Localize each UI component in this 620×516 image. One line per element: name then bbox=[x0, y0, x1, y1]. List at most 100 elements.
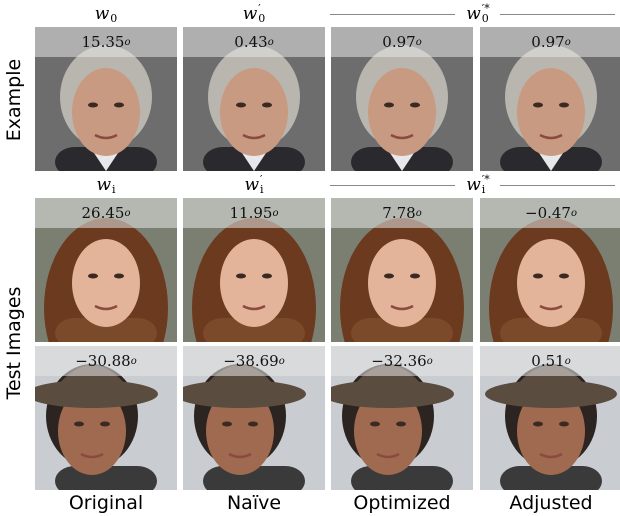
image-shape bbox=[262, 274, 272, 279]
row-label: Example bbox=[3, 59, 25, 141]
column-label: Optimized bbox=[353, 492, 450, 514]
header-scripts: ′0 bbox=[258, 4, 265, 24]
image-shape bbox=[559, 274, 569, 279]
degree-symbol: o bbox=[124, 37, 130, 48]
angle-label: 0.97o bbox=[480, 27, 620, 57]
image-shape bbox=[368, 239, 436, 327]
header-sub: 0 bbox=[258, 14, 265, 24]
column-header: w′*i bbox=[466, 175, 490, 195]
degree-symbol: o bbox=[416, 37, 422, 48]
image-cell: 0.97o bbox=[331, 27, 473, 171]
angle-value: 0.43 bbox=[234, 33, 267, 51]
image-shape bbox=[410, 274, 420, 279]
degree-symbol: o bbox=[565, 356, 571, 367]
angle-value: −0.47 bbox=[525, 204, 571, 222]
header-scripts: 0 bbox=[110, 4, 117, 24]
image-shape bbox=[114, 103, 124, 108]
header-sub: i bbox=[260, 185, 264, 195]
image-shape bbox=[74, 422, 84, 427]
image-shape bbox=[236, 274, 246, 279]
header-rule bbox=[330, 185, 455, 186]
degree-symbol: o bbox=[131, 356, 137, 367]
angle-label: −38.69o bbox=[183, 346, 325, 376]
image-shape bbox=[72, 239, 140, 327]
degree-symbol: o bbox=[416, 208, 422, 219]
header-scripts: ′*0 bbox=[482, 4, 490, 24]
header-rule bbox=[500, 14, 615, 15]
column-label: Original bbox=[69, 492, 143, 514]
image-cell: 0.51o bbox=[480, 346, 620, 490]
degree-symbol: o bbox=[279, 356, 285, 367]
header-base: w bbox=[95, 4, 110, 24]
image-shape bbox=[533, 422, 543, 427]
degree-symbol: o bbox=[571, 208, 577, 219]
header-base: w bbox=[96, 175, 111, 195]
header-sub: i bbox=[482, 185, 490, 195]
image-shape bbox=[236, 103, 246, 108]
image-shape bbox=[100, 422, 110, 427]
image-shape bbox=[88, 103, 98, 108]
angle-value: 7.78 bbox=[382, 204, 415, 222]
image-shape bbox=[533, 103, 543, 108]
image-cell: 0.97o bbox=[480, 27, 620, 171]
header-sub: 0 bbox=[482, 14, 490, 24]
image-shape bbox=[248, 422, 258, 427]
header-sub: i bbox=[112, 185, 116, 195]
angle-value: 11.95 bbox=[230, 204, 273, 222]
image-shape bbox=[559, 422, 569, 427]
angle-value: 0.97 bbox=[531, 33, 564, 51]
header-rule bbox=[330, 14, 455, 15]
image-shape bbox=[517, 239, 585, 327]
image-cell: −0.47o bbox=[480, 198, 620, 342]
image-shape bbox=[368, 68, 436, 156]
column-header: w′0 bbox=[243, 4, 266, 24]
figure: w 0w′0w′*0w iw′iw′*i15.35o0.43o0.97o0.97… bbox=[0, 0, 620, 516]
image-shape bbox=[370, 422, 380, 427]
angle-value: −30.88 bbox=[75, 352, 131, 370]
image-shape bbox=[533, 274, 543, 279]
image-shape bbox=[262, 103, 272, 108]
image-shape bbox=[410, 103, 420, 108]
header-scripts: ′*i bbox=[482, 175, 490, 195]
column-header: w i bbox=[96, 175, 115, 195]
degree-symbol: o bbox=[427, 356, 433, 367]
column-label: Naïve bbox=[227, 492, 281, 514]
degree-symbol: o bbox=[268, 37, 274, 48]
image-shape bbox=[114, 274, 124, 279]
header-base: w bbox=[244, 175, 259, 195]
image-cell: 11.95o bbox=[183, 198, 325, 342]
image-shape bbox=[396, 422, 406, 427]
header-sub: 0 bbox=[110, 14, 117, 24]
image-shape bbox=[72, 68, 140, 156]
degree-symbol: o bbox=[124, 208, 130, 219]
image-shape bbox=[384, 103, 394, 108]
header-rule bbox=[500, 185, 615, 186]
row-label: Test Images bbox=[3, 287, 25, 400]
column-header: w′i bbox=[244, 175, 263, 195]
angle-value: −32.36 bbox=[371, 352, 427, 370]
angle-value: 0.97 bbox=[382, 33, 415, 51]
header-base: w bbox=[466, 4, 481, 24]
image-shape bbox=[222, 422, 232, 427]
image-shape bbox=[220, 239, 288, 327]
angle-value: 0.51 bbox=[531, 352, 564, 370]
header-base: w bbox=[243, 4, 258, 24]
angle-label: 0.51o bbox=[480, 346, 620, 376]
image-shape bbox=[88, 274, 98, 279]
column-label: Adjusted bbox=[509, 492, 592, 514]
column-header: w′*0 bbox=[466, 4, 490, 24]
